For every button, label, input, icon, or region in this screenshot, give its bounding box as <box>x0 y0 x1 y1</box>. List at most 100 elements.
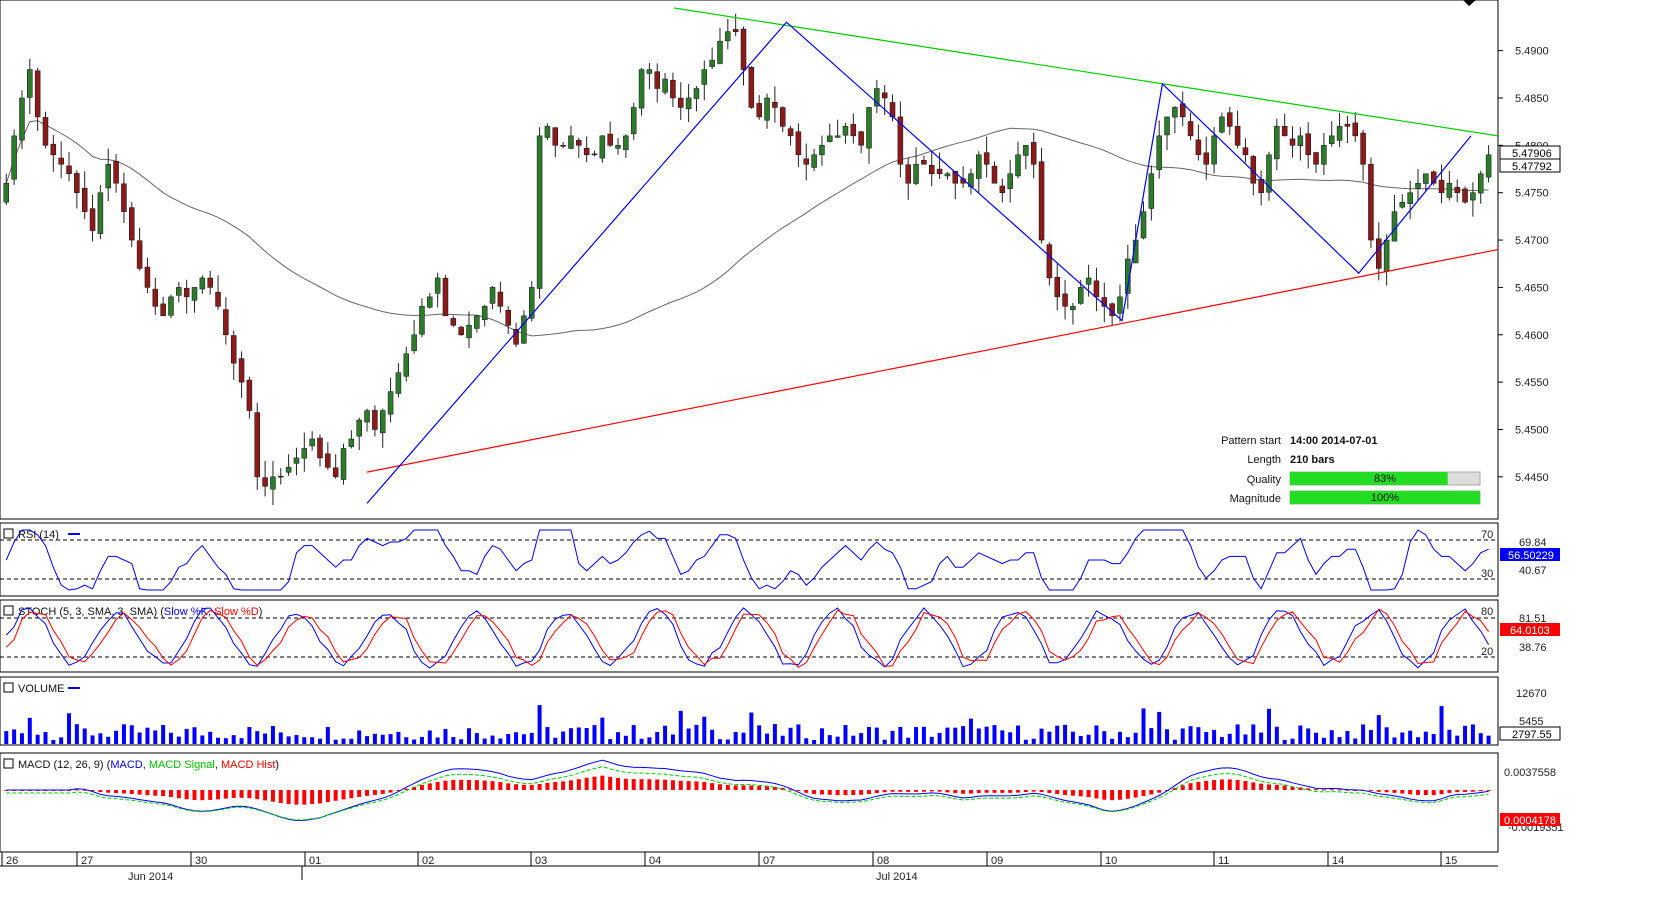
candle-body <box>725 31 731 42</box>
volume-bar <box>1447 729 1452 744</box>
candle-body <box>1140 211 1147 239</box>
candle-body <box>881 92 888 99</box>
volume-bar <box>1219 737 1224 744</box>
candle-body <box>615 145 621 149</box>
volume-bar <box>584 727 589 744</box>
volume-bar <box>67 713 72 744</box>
volume-bar <box>1070 731 1075 744</box>
volume-bar <box>82 728 87 744</box>
candle-body <box>787 128 794 137</box>
macd-hist-bar <box>937 790 942 792</box>
macd-hist-bar <box>435 781 440 790</box>
candle-body <box>1274 126 1280 160</box>
candle-body <box>152 288 159 307</box>
macd-hist-bar <box>98 790 103 793</box>
candle-body <box>638 69 645 109</box>
candle-body <box>544 126 551 138</box>
date-label: 04 <box>649 855 661 867</box>
candle-body <box>1438 179 1445 193</box>
candle-body <box>536 135 543 289</box>
volume-bar <box>514 732 519 744</box>
trendlines-layer <box>366 7 1499 473</box>
candle-body <box>285 467 292 473</box>
candle-body <box>199 277 206 290</box>
stoch-toggle-checkbox[interactable] <box>3 605 14 616</box>
candle-body <box>246 379 253 411</box>
price-tick-label: 5.4600 <box>1515 330 1549 342</box>
candle-body <box>858 131 864 146</box>
volume-bar <box>404 737 409 744</box>
macd-hist-bar <box>333 790 338 801</box>
volume-bar <box>968 718 973 744</box>
candle-body <box>795 131 802 156</box>
volume-bar <box>4 731 9 744</box>
volume-bar <box>733 732 738 744</box>
candle-body <box>779 107 786 127</box>
candle-body <box>709 59 715 67</box>
candle-body <box>340 448 347 480</box>
volume-toggle-checkbox[interactable] <box>3 682 14 693</box>
macd-current-value: 0.0004178 <box>1504 815 1556 827</box>
volume-bar <box>710 729 715 744</box>
macd-hist-bar <box>968 790 973 794</box>
volume-bar <box>1290 738 1295 744</box>
volume-bar <box>631 725 636 744</box>
date-label: 07 <box>763 855 775 867</box>
candle-body <box>105 164 111 189</box>
macd-hist-bar <box>804 790 809 793</box>
macd-hist-bar <box>843 790 848 796</box>
volume-bar <box>780 735 785 744</box>
volume-bar <box>717 739 722 744</box>
macd-hist-bar <box>945 790 950 793</box>
volume-bar <box>1345 730 1350 744</box>
macd-hist-bar <box>1259 783 1264 790</box>
volume-bar <box>1321 737 1326 744</box>
macd-hist-bar <box>1031 790 1036 792</box>
macd-hist-bar <box>898 790 903 792</box>
volume-bar <box>600 717 605 744</box>
volume-bar <box>19 733 24 744</box>
macd-hist-bar <box>1486 790 1491 791</box>
volume-bar <box>278 732 283 744</box>
volume-bar <box>1298 725 1303 744</box>
volume-bar <box>145 727 150 744</box>
candle-body <box>928 164 935 175</box>
macd-hist-bar <box>278 790 283 804</box>
candle-body <box>395 372 402 394</box>
macd-hist-bar <box>451 779 456 790</box>
macd-toggle-checkbox[interactable] <box>3 758 14 769</box>
candle-body <box>434 277 441 294</box>
candle-body <box>1007 173 1013 189</box>
rsi-toggle-checkbox[interactable] <box>3 528 14 539</box>
candle-body <box>685 97 692 110</box>
volume-bar <box>545 726 550 744</box>
candle-body <box>481 306 488 321</box>
candle-body <box>1399 201 1406 208</box>
volume-bar <box>1149 728 1154 744</box>
macd-hist-bar <box>741 785 746 790</box>
candle-body <box>1368 164 1374 241</box>
macd-hist-bar <box>302 790 307 805</box>
candle-body <box>1015 154 1021 177</box>
price-tag-1-text: 5.47906 <box>1512 148 1552 160</box>
volume-bar <box>1165 729 1170 744</box>
candle-body <box>976 154 982 179</box>
macd-hist-bar <box>537 783 542 790</box>
volume-bar <box>1047 731 1052 744</box>
macd-title: MACD (12, 26, 9) (MACD, MACD Signal, MAC… <box>18 759 279 771</box>
candle-body <box>1266 154 1272 193</box>
macd-hist-bar <box>1070 790 1075 796</box>
stoch-axis-high: 81.51 <box>1519 613 1547 625</box>
candle-body <box>897 116 904 165</box>
candle-body <box>1485 154 1492 178</box>
macd-hist-bar <box>851 790 856 795</box>
volume-bar <box>608 739 613 744</box>
macd-hist-bar <box>1023 790 1028 793</box>
macd-hist-bar <box>725 784 730 790</box>
scroll-marker-icon[interactable] <box>1463 0 1476 6</box>
candle-body <box>19 97 25 141</box>
volume-bar <box>1133 732 1138 744</box>
macd-hist-bar <box>1431 790 1436 796</box>
candle-body <box>183 287 190 298</box>
